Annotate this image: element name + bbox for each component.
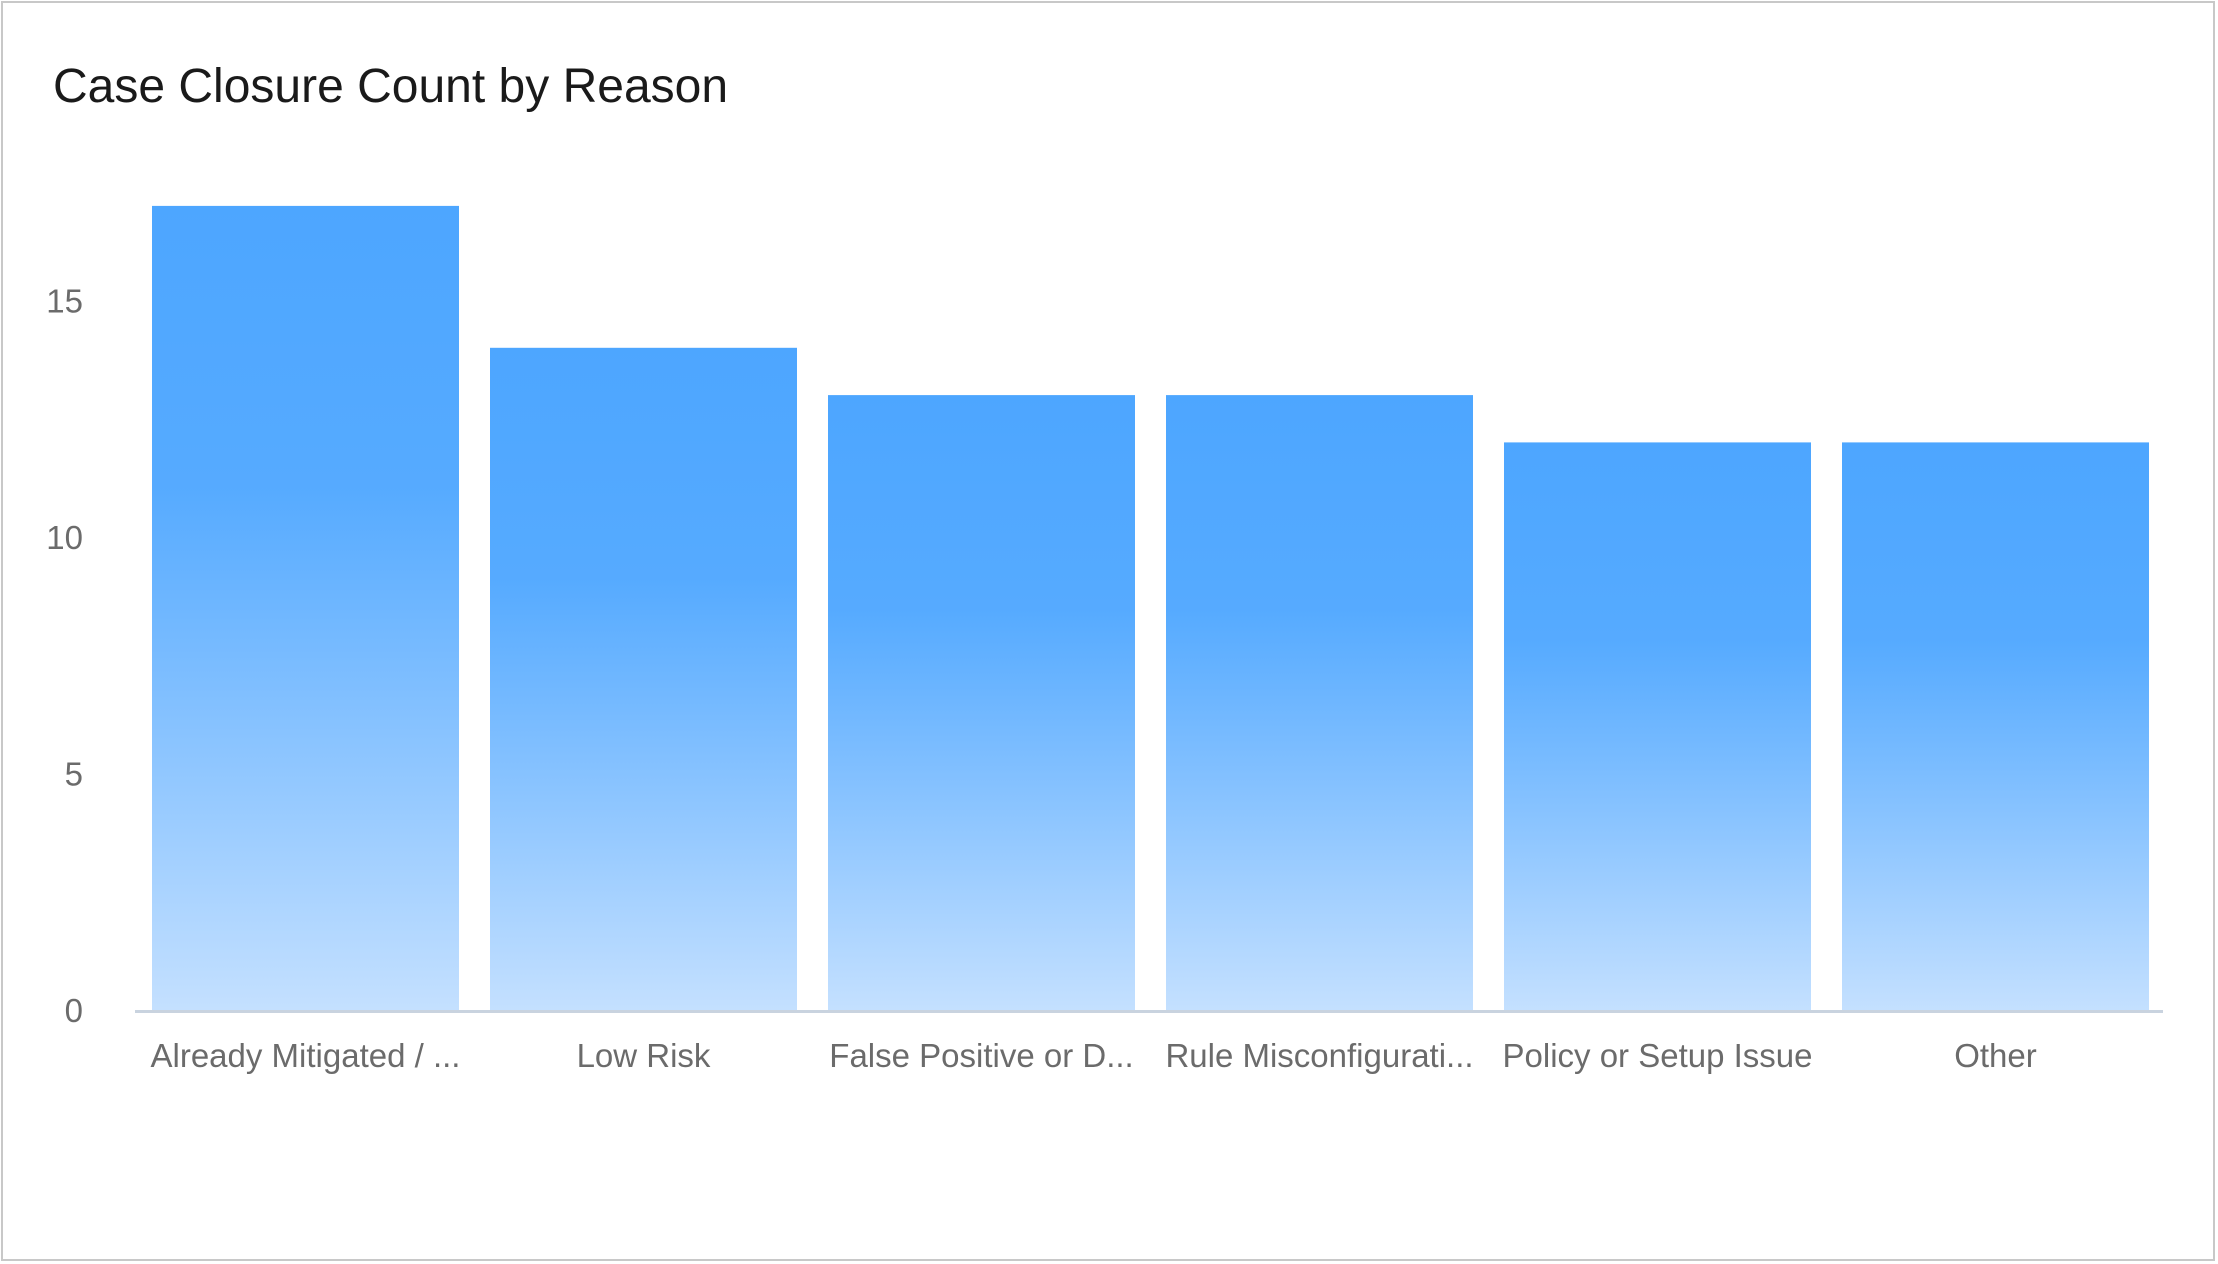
bar-1[interactable] [490, 347, 797, 1010]
x-tick-labels: Already Mitigated / ... Low Risk False Pos… [151, 1037, 2037, 1074]
x-tick-label: Rule Misconfigurati... [1165, 1037, 1473, 1074]
bar-5[interactable] [1842, 442, 2149, 1010]
y-tick-labels: 0 5 10 15 [46, 283, 83, 1030]
y-tick-label: 10 [46, 519, 83, 556]
bars-group [152, 205, 2149, 1011]
y-tick-label: 0 [65, 992, 83, 1029]
x-tick-label: Already Mitigated / ... [151, 1037, 461, 1074]
bar-chart: 0 5 10 15 Already Mitigated / ... Low Risk Fa… [46, 205, 2163, 1074]
bar-0[interactable] [152, 205, 459, 1010]
x-tick-label: Policy or Setup Issue [1503, 1037, 1813, 1074]
chart-title: Case Closure Count by Reason [53, 60, 729, 113]
bar-3[interactable] [1166, 395, 1473, 1011]
bar-4[interactable] [1504, 442, 1811, 1010]
x-tick-label: Low Risk [577, 1037, 711, 1074]
x-tick-label: Other [1954, 1037, 2037, 1074]
x-tick-label: False Positive or D... [829, 1037, 1133, 1074]
bar-2[interactable] [828, 395, 1135, 1011]
y-tick-label: 15 [46, 283, 83, 320]
y-tick-label: 5 [65, 756, 83, 793]
